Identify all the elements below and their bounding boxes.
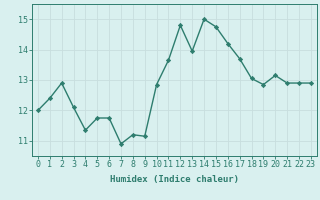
X-axis label: Humidex (Indice chaleur): Humidex (Indice chaleur) [110,175,239,184]
